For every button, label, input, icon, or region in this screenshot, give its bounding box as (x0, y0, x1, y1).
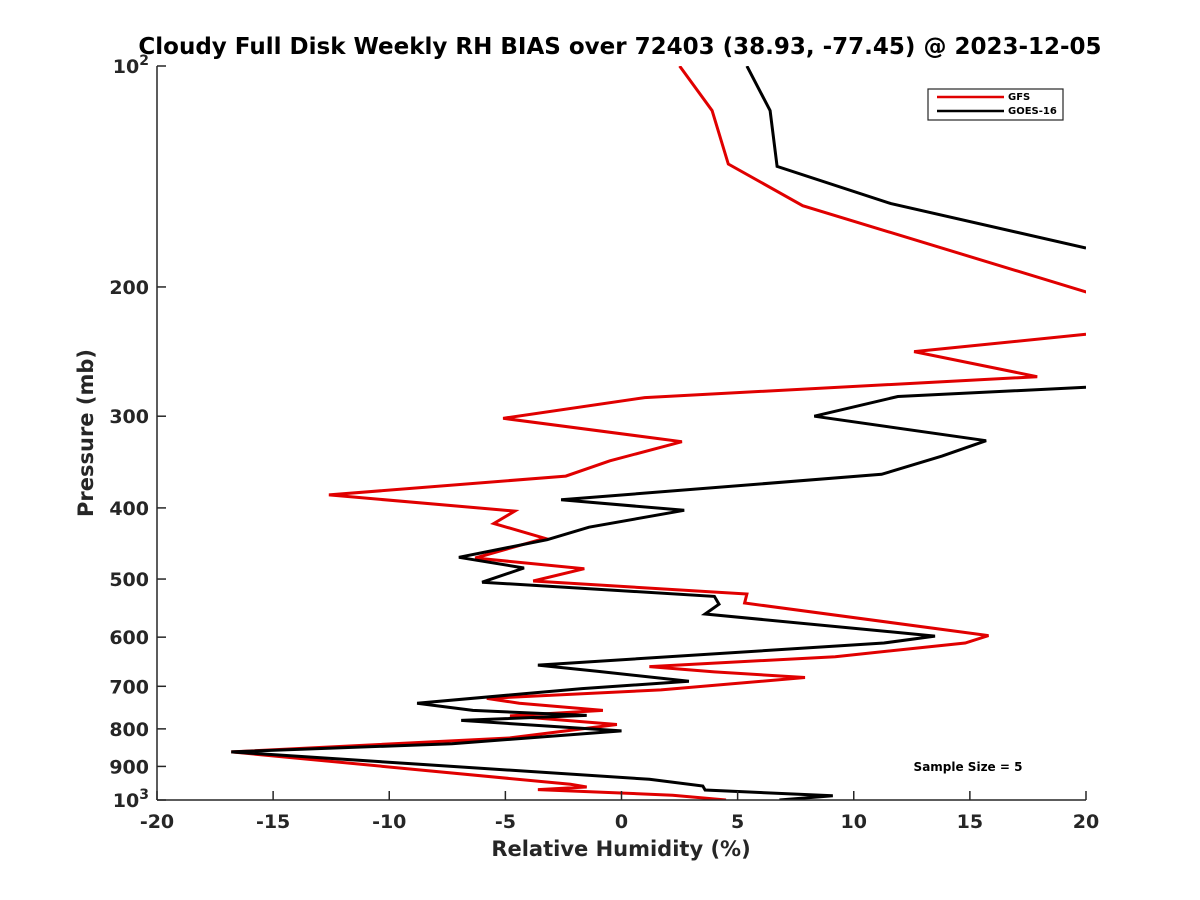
sample-size-annotation: Sample Size = 5 (914, 760, 1023, 774)
x-tick-label: 10 (841, 811, 867, 833)
y-tick-label: 103 (113, 787, 149, 812)
x-tick-label: 5 (731, 811, 744, 833)
y-ticks: 102 200 300 400 500 600 700 800 900 103 (109, 53, 166, 812)
x-axis-label: Relative Humidity (%) (491, 837, 750, 861)
y-tick-label: 500 (109, 569, 149, 591)
x-tick-label: -5 (495, 811, 516, 833)
y-tick-label: 900 (109, 756, 149, 778)
y-axis-label: Pressure (mb) (74, 349, 98, 517)
x-tick-label: -15 (256, 811, 290, 833)
y-tick-label: 300 (109, 406, 149, 428)
y-tick-label: 400 (109, 498, 149, 520)
x-ticks: -20 -15 -10 -5 0 5 10 15 20 (140, 791, 1099, 833)
chart-title: Cloudy Full Disk Weekly RH BIAS over 724… (138, 34, 1101, 60)
legend-label-gfs: GFS (1008, 92, 1030, 103)
y-tick-label: 800 (109, 719, 149, 741)
legend-label-goes16: GOES-16 (1008, 106, 1057, 117)
series-line-goes16-segment-1 (231, 385, 1086, 800)
y-tick-label: 200 (109, 277, 149, 299)
series-line-goes16-segment-0 (745, 66, 1086, 250)
series-line-gfs-segment-0 (678, 66, 1086, 294)
y-tick-label: 700 (109, 676, 149, 698)
y-tick-label: 600 (109, 627, 149, 649)
x-tick-label: -20 (140, 811, 174, 833)
legend-box (927, 88, 1064, 121)
x-tick-label: 20 (1073, 811, 1099, 833)
series-layer (231, 66, 1086, 800)
x-tick-label: -10 (372, 811, 406, 833)
series-line-gfs-segment-1 (231, 332, 1086, 800)
x-tick-label: 0 (615, 811, 628, 833)
legend: GFS GOES-16 (927, 88, 1064, 121)
y-tick-label: 102 (113, 53, 149, 78)
x-tick-label: 15 (957, 811, 983, 833)
